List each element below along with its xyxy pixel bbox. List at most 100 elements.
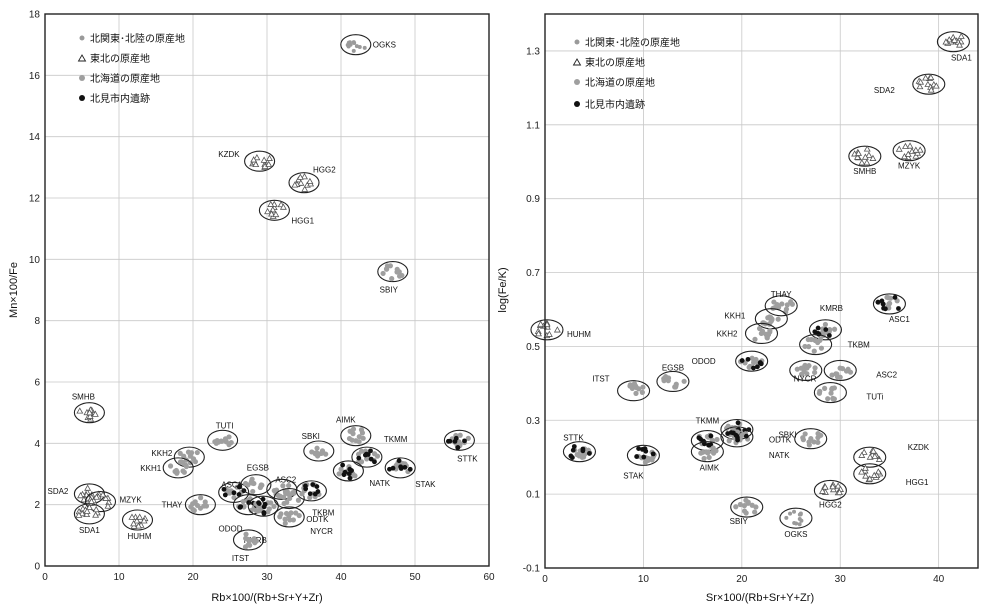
triangle-marker [250, 156, 258, 163]
dot-marker [282, 520, 288, 526]
cluster-label: HUHM [567, 330, 591, 339]
dot-marker [282, 516, 288, 522]
cluster-label: THAY [771, 290, 792, 299]
dot-marker [338, 466, 344, 472]
cluster-ellipse [351, 446, 383, 468]
dot-marker [839, 365, 846, 372]
cluster-ellipse [562, 441, 596, 463]
dot-marker [812, 369, 818, 376]
cluster-ellipse [340, 425, 372, 447]
dot-marker [167, 463, 174, 469]
cluster-ellipse [853, 446, 887, 468]
dot-marker [362, 45, 367, 50]
cluster-nycr: NYCR [273, 506, 333, 536]
cluster-label: MZYK [898, 162, 921, 171]
site-dot-marker [642, 446, 648, 452]
cluster-egsb: EGSB [656, 363, 690, 393]
dot-marker [804, 371, 810, 377]
triangle-marker [265, 160, 273, 167]
left-plot-frame [44, 13, 490, 567]
dot-marker [633, 390, 639, 396]
site-dot-marker [570, 447, 576, 453]
site-dot-marker [735, 437, 740, 443]
cluster-huhm: HUHM [530, 319, 591, 341]
site-dot-marker [372, 459, 377, 465]
y-tick-label: 14 [29, 132, 41, 143]
legend-item-hokkaido: 北海道の原産地 [79, 72, 160, 85]
dot-marker [792, 509, 797, 514]
y-tick-label: 0.3 [526, 416, 540, 427]
site-dot-marker [568, 453, 574, 459]
x-tick-label: 50 [409, 572, 421, 583]
legend-marker-black-dot [574, 101, 580, 107]
dot-marker [188, 450, 195, 456]
cluster-ellipse [384, 457, 416, 479]
cluster-label: HGG1 [906, 478, 929, 487]
dot-marker [701, 455, 707, 462]
dot-marker [202, 499, 208, 505]
dot-marker [705, 449, 712, 455]
dot-marker [197, 505, 204, 511]
cluster-label: KZDK [908, 443, 930, 452]
dot-marker [788, 511, 793, 516]
dot-marker [806, 344, 812, 350]
cluster-sttk: STTK [562, 434, 596, 463]
legend-label: 北見市内遺跡 [90, 92, 150, 105]
cluster-sbki: SBKI [302, 432, 335, 462]
cluster-ellipse [626, 444, 660, 466]
cluster-ellipse [872, 293, 906, 315]
cluster-label: EGSB [247, 464, 269, 473]
y-tick-label: 4 [34, 439, 40, 450]
cluster-label: ODTK [306, 515, 329, 524]
site-dot-marker [875, 299, 881, 305]
cluster-kkh1: KKH1 [140, 457, 194, 479]
cluster-label: SBKI [778, 431, 796, 440]
dot-marker [665, 378, 671, 384]
x-tick-label: 10 [638, 574, 650, 585]
dot-marker [291, 490, 297, 496]
cluster-ellipse [240, 474, 272, 496]
dot-marker [808, 336, 814, 343]
triangle-marker [102, 494, 110, 501]
legend-label: 北関東･北陸の原産地 [90, 32, 185, 45]
dot-marker [280, 483, 286, 489]
legend-item-tohoku: 東北の原産地 [572, 56, 645, 69]
cluster-ellipse [936, 31, 970, 53]
triangle-marker [140, 517, 148, 524]
dot-marker [356, 439, 362, 445]
dot-marker [358, 448, 365, 454]
dot-marker [346, 435, 353, 442]
dot-marker [351, 40, 356, 45]
legend-marker-black-dot [79, 95, 85, 101]
dot-marker [627, 383, 633, 389]
dot-marker [640, 384, 646, 390]
triangle-marker [860, 448, 868, 455]
dot-marker [802, 343, 808, 350]
cluster-egsb: EGSB [240, 464, 272, 496]
dot-marker [192, 459, 199, 465]
cluster-kkh2: KKH2 [717, 322, 779, 345]
cluster-kzdk: KZDK [218, 150, 276, 172]
dot-marker [808, 435, 814, 442]
x-tick-label: 30 [261, 572, 273, 583]
dot-marker [240, 498, 246, 505]
legend-item-tohoku: 東北の原産地 [77, 52, 150, 65]
cluster-label: SMHB [72, 393, 95, 402]
dot-marker [188, 504, 194, 510]
cluster-ellipse [273, 506, 305, 528]
triangle-marker [301, 173, 308, 180]
site-dot-marker [815, 325, 821, 331]
cluster-tkbm: TKBM [273, 487, 335, 518]
triangle-marker [834, 482, 842, 489]
triangle-marker [279, 203, 287, 210]
left-data-marks: OGKS KZDK HGG2 HGG1 SBIY SMHB SDA2 MZYK SDA1 HUHM… [47, 34, 478, 563]
dot-marker [746, 364, 752, 370]
triangle-marker [291, 181, 299, 188]
left-legend: 北関東･北陸の原産地 東北の原産地 北海道の原産地 北見市内遺跡 [77, 32, 185, 105]
dot-marker [181, 453, 187, 459]
dot-marker [457, 432, 463, 438]
cluster-ellipse [288, 172, 320, 194]
cluster-hgg2: HGG2 [813, 479, 847, 509]
dot-marker [198, 495, 204, 501]
site-dot-marker [896, 306, 901, 311]
